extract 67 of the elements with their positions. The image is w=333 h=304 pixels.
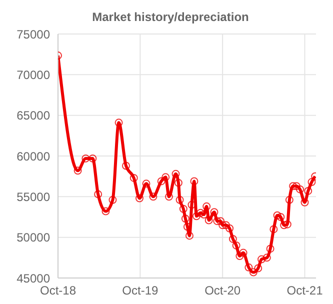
point xyxy=(172,170,180,178)
point xyxy=(94,190,102,198)
point xyxy=(162,173,170,182)
point xyxy=(270,225,278,234)
point xyxy=(276,213,285,221)
point xyxy=(190,177,198,186)
x-tick-label: Oct-19 xyxy=(122,284,159,298)
point xyxy=(157,177,166,186)
point xyxy=(273,211,282,220)
point xyxy=(239,248,248,257)
point xyxy=(254,264,262,272)
point xyxy=(296,185,304,194)
x-tick-label: Oct-18 xyxy=(40,284,76,298)
y-tick-label: 70000 xyxy=(16,68,50,82)
point xyxy=(222,221,230,230)
y-tick-label: 60000 xyxy=(16,149,50,164)
point xyxy=(179,204,188,213)
point xyxy=(74,166,82,175)
point xyxy=(244,263,253,272)
x-tick-label: Oct-21 xyxy=(286,284,324,298)
point xyxy=(289,182,298,190)
point xyxy=(135,194,144,202)
point xyxy=(82,154,90,162)
point xyxy=(174,178,182,187)
y-tick-label: 55000 xyxy=(16,190,50,204)
point xyxy=(266,244,274,253)
point xyxy=(308,178,316,186)
point xyxy=(196,208,205,217)
y-tick-label: 50000 xyxy=(16,230,50,245)
point xyxy=(210,208,218,216)
point xyxy=(164,192,173,201)
y-tick-label: 45000 xyxy=(16,271,50,286)
point xyxy=(226,224,234,232)
point xyxy=(258,255,266,264)
point xyxy=(232,241,240,250)
y-tick-label: 75000 xyxy=(16,27,50,42)
point xyxy=(130,174,138,182)
x-tick-label: Oct-20 xyxy=(204,284,241,298)
point xyxy=(202,202,211,210)
point xyxy=(280,221,288,230)
point xyxy=(181,214,190,223)
point xyxy=(236,252,244,260)
point xyxy=(304,186,312,195)
point xyxy=(88,154,97,162)
point xyxy=(216,217,225,226)
point xyxy=(122,162,130,170)
point xyxy=(218,221,227,230)
point xyxy=(108,196,117,204)
point xyxy=(283,220,292,228)
point xyxy=(114,118,123,127)
point xyxy=(300,198,309,206)
point xyxy=(204,216,213,224)
point xyxy=(200,210,208,219)
point xyxy=(185,232,194,240)
point xyxy=(292,182,300,190)
point xyxy=(262,254,271,262)
y-tick-label: 65000 xyxy=(16,108,50,123)
point xyxy=(285,196,294,204)
point xyxy=(228,234,237,243)
point xyxy=(142,180,150,188)
point xyxy=(192,212,200,220)
point xyxy=(176,196,184,204)
chart-title: Market history/depreciation xyxy=(91,9,250,26)
point xyxy=(102,207,110,216)
point xyxy=(249,268,258,276)
point xyxy=(213,217,222,226)
point xyxy=(149,192,158,201)
